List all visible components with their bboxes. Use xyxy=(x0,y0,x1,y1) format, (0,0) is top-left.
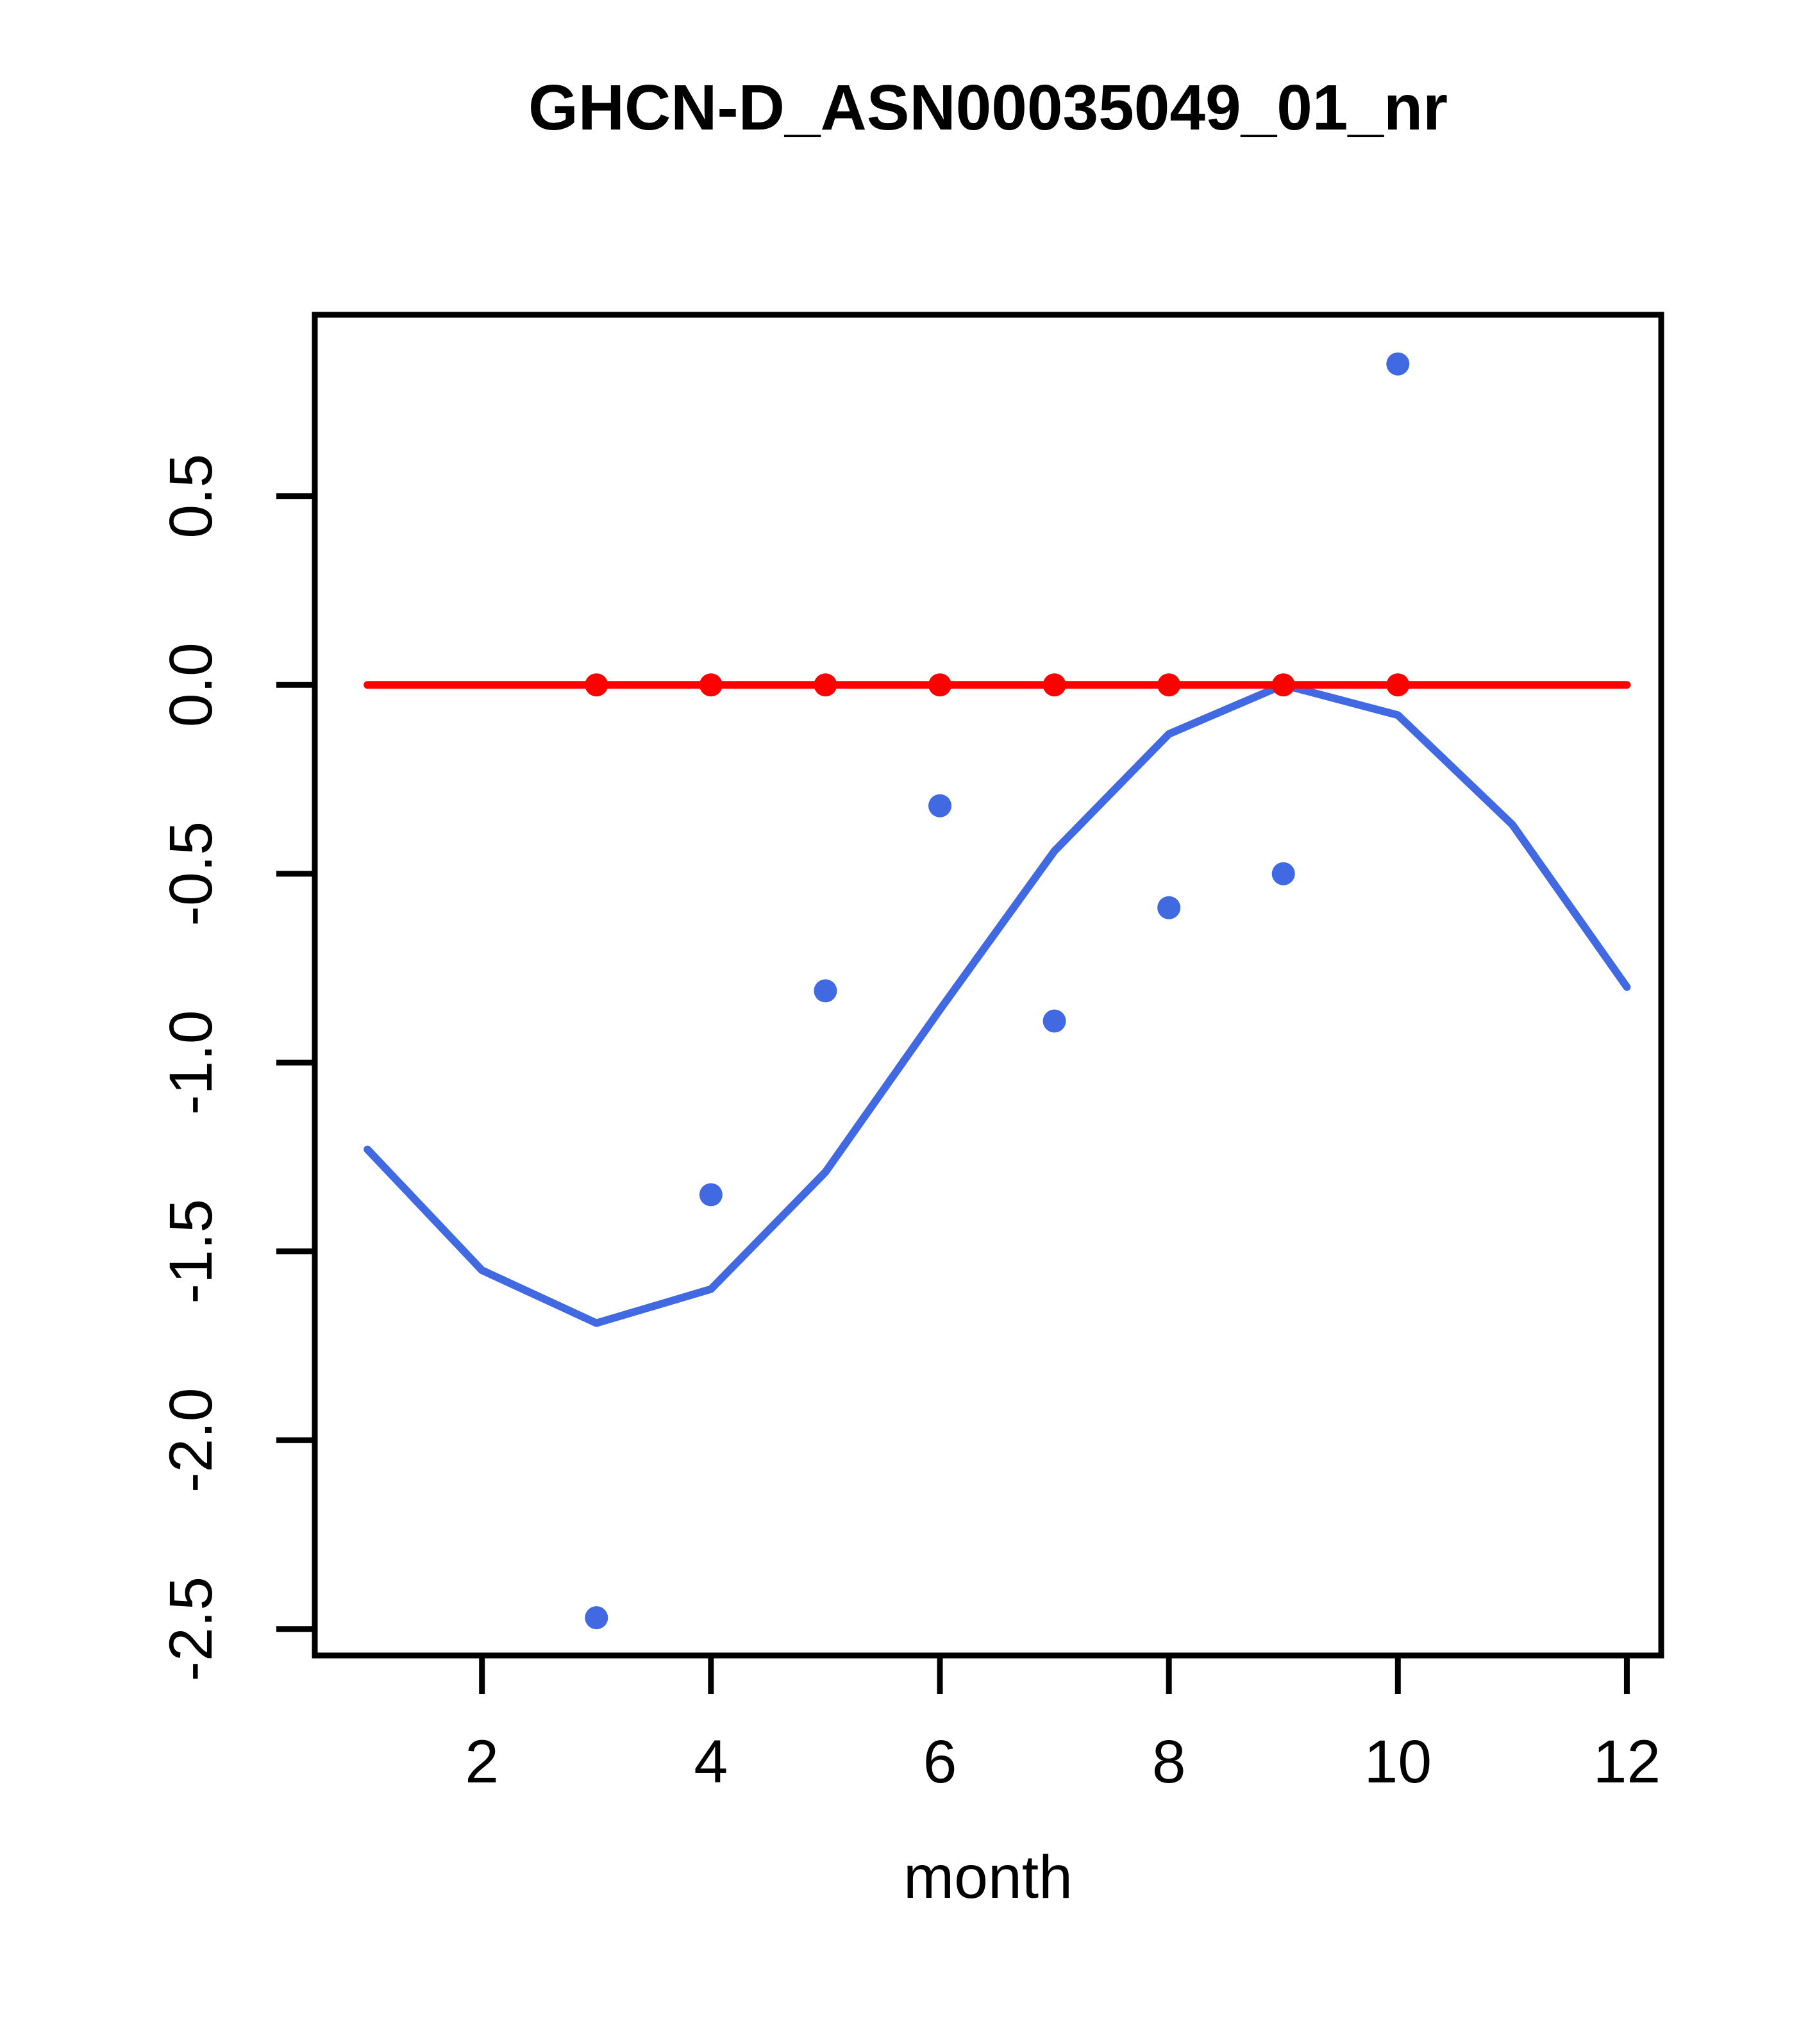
monthly-observations-point xyxy=(1271,862,1295,885)
zero-reference-line-point xyxy=(814,673,837,697)
zero-reference-line-point xyxy=(585,673,608,697)
zero-reference-line-point xyxy=(1042,673,1066,697)
chart-title: GHCN-D_ASN00035049_01_nr xyxy=(528,72,1448,144)
zero-reference-line-point xyxy=(928,673,951,697)
zero-reference-line-point xyxy=(1271,673,1295,697)
zero-reference-line-point xyxy=(1386,673,1410,697)
monthly-observations-point xyxy=(585,1606,608,1630)
monthly-observations-point xyxy=(1042,1009,1066,1033)
plot-area: 2 4 6 8 10 12 0.5 0.0 -0.5 -1.0 -1.5 -2.0 -2.5 xyxy=(157,312,1664,1796)
y-tick-label: 0.0 xyxy=(157,642,225,727)
y-tick-label: -1.0 xyxy=(157,1010,225,1115)
monthly-observations-point xyxy=(699,1183,723,1207)
x-tick-label: 4 xyxy=(694,1728,728,1796)
x-tick-label: 12 xyxy=(1593,1728,1661,1796)
x-tick-label: 6 xyxy=(923,1728,957,1796)
x-tick-label: 8 xyxy=(1152,1728,1186,1796)
x-tick-label: 2 xyxy=(465,1728,499,1796)
y-tick-label: -2.5 xyxy=(157,1577,225,1682)
plot-box xyxy=(312,312,1664,1659)
zero-reference-line-point xyxy=(699,673,723,697)
monthly-observations-point xyxy=(1386,352,1410,376)
y-tick-label: -2.0 xyxy=(157,1387,225,1493)
y-tick-label: 0.5 xyxy=(157,454,225,539)
x-tick-label: 10 xyxy=(1364,1728,1432,1796)
y-tick-label: -1.5 xyxy=(157,1199,225,1304)
monthly-observations-point xyxy=(928,794,951,817)
monthly-observations-point xyxy=(1157,896,1181,919)
y-tick-label: -0.5 xyxy=(157,821,225,926)
monthly-observations-point xyxy=(814,979,837,1003)
zero-reference-line-point xyxy=(1157,673,1181,697)
seasonal-fit-curve-line xyxy=(364,681,1631,1327)
x-axis-label: month xyxy=(903,1843,1073,1911)
